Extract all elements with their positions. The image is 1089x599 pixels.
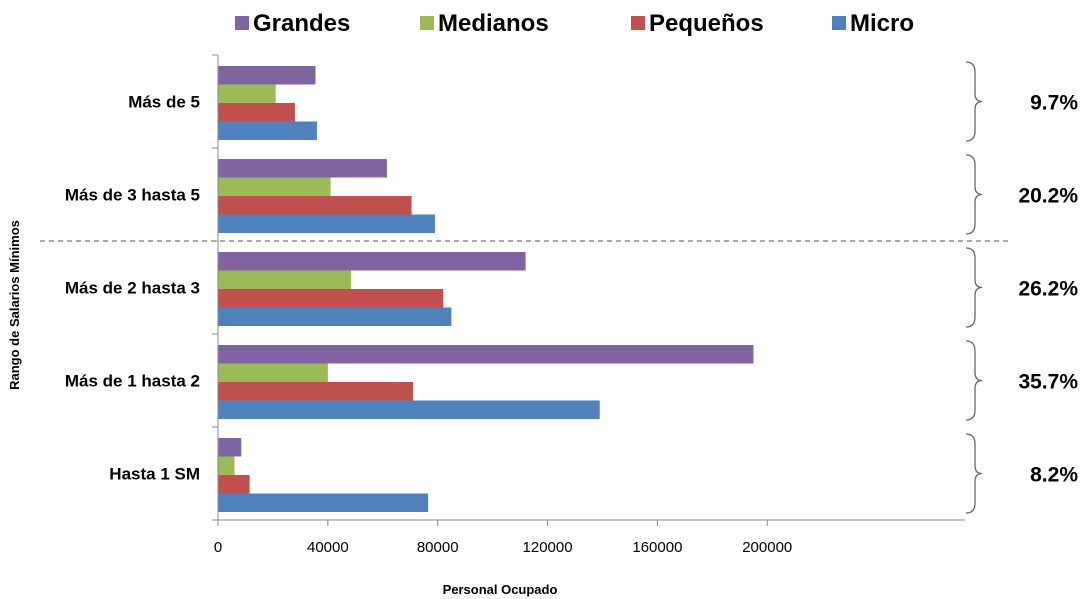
bar-micro-1 [218, 400, 600, 419]
brace [965, 61, 983, 142]
x-tick-label: 120000 [523, 539, 573, 556]
bar-micro-0 [218, 493, 429, 512]
bars-group [218, 66, 754, 512]
bar-medianos-2 [218, 270, 352, 289]
bar-pequeños-2 [218, 289, 444, 308]
category-label: Más de 2 hasta 3 [65, 279, 200, 298]
x-axis-title: Personal Ocupado [443, 582, 558, 597]
x-tick-label: 80000 [417, 539, 459, 556]
legend-swatch-micro [832, 16, 846, 30]
bar-pequeños-4 [218, 103, 295, 122]
x-tick-label: 200000 [742, 539, 792, 556]
bar-medianos-4 [218, 84, 276, 103]
bar-micro-3 [218, 214, 435, 233]
legend-swatch-pequeños [631, 16, 645, 30]
bar-pequeños-0 [218, 475, 250, 494]
brace [965, 154, 983, 235]
bar-pequeños-3 [218, 196, 412, 215]
brace [965, 340, 983, 421]
legend-label: Medianos [438, 10, 549, 37]
x-tick-label: 0 [214, 539, 222, 556]
bar-medianos-0 [218, 456, 235, 475]
category-label: Más de 5 [128, 93, 200, 112]
bar-medianos-3 [218, 177, 331, 196]
bar-grandes-3 [218, 159, 387, 178]
legend-swatch-grandes [235, 16, 249, 30]
category-label: Más de 3 hasta 5 [65, 186, 200, 205]
brace [965, 433, 983, 514]
category-label: Hasta 1 SM [109, 465, 200, 484]
legend-label: Grandes [253, 10, 350, 37]
bar-micro-4 [218, 121, 317, 140]
axes-group: 0 40000 80000 120000 160000 200000 Hasta 1 SM M… [40, 54, 1010, 556]
x-tick-label: 160000 [632, 539, 682, 556]
bar-grandes-1 [218, 345, 754, 364]
x-tick-label: 40000 [307, 539, 349, 556]
percentage-label: 35.7% [1018, 371, 1078, 394]
percentage-label: 9.7% [1030, 92, 1078, 115]
legend-label: Pequeños [649, 10, 764, 37]
legend-label: Micro [850, 10, 914, 37]
bar-grandes-2 [218, 252, 526, 271]
percentage-label: 8.2% [1030, 464, 1078, 487]
legend-swatch-medianos [420, 16, 434, 30]
bar-micro-2 [218, 307, 452, 326]
bar-pequeños-1 [218, 382, 413, 401]
braces-group: 8.2% 35.7% 26.2% 20.2% 9.7% [965, 61, 1078, 514]
bar-grandes-0 [218, 438, 242, 457]
brace [965, 247, 983, 328]
percentage-label: 26.2% [1018, 278, 1078, 301]
legend: Grandes Medianos Pequeños Micro [235, 10, 914, 37]
y-axis-title: Rango de Salarios Mínimos [7, 220, 22, 390]
percentage-label: 20.2% [1018, 185, 1078, 208]
category-label: Más de 1 hasta 2 [65, 372, 200, 391]
bar-medianos-1 [218, 363, 328, 382]
bar-grandes-4 [218, 66, 316, 85]
